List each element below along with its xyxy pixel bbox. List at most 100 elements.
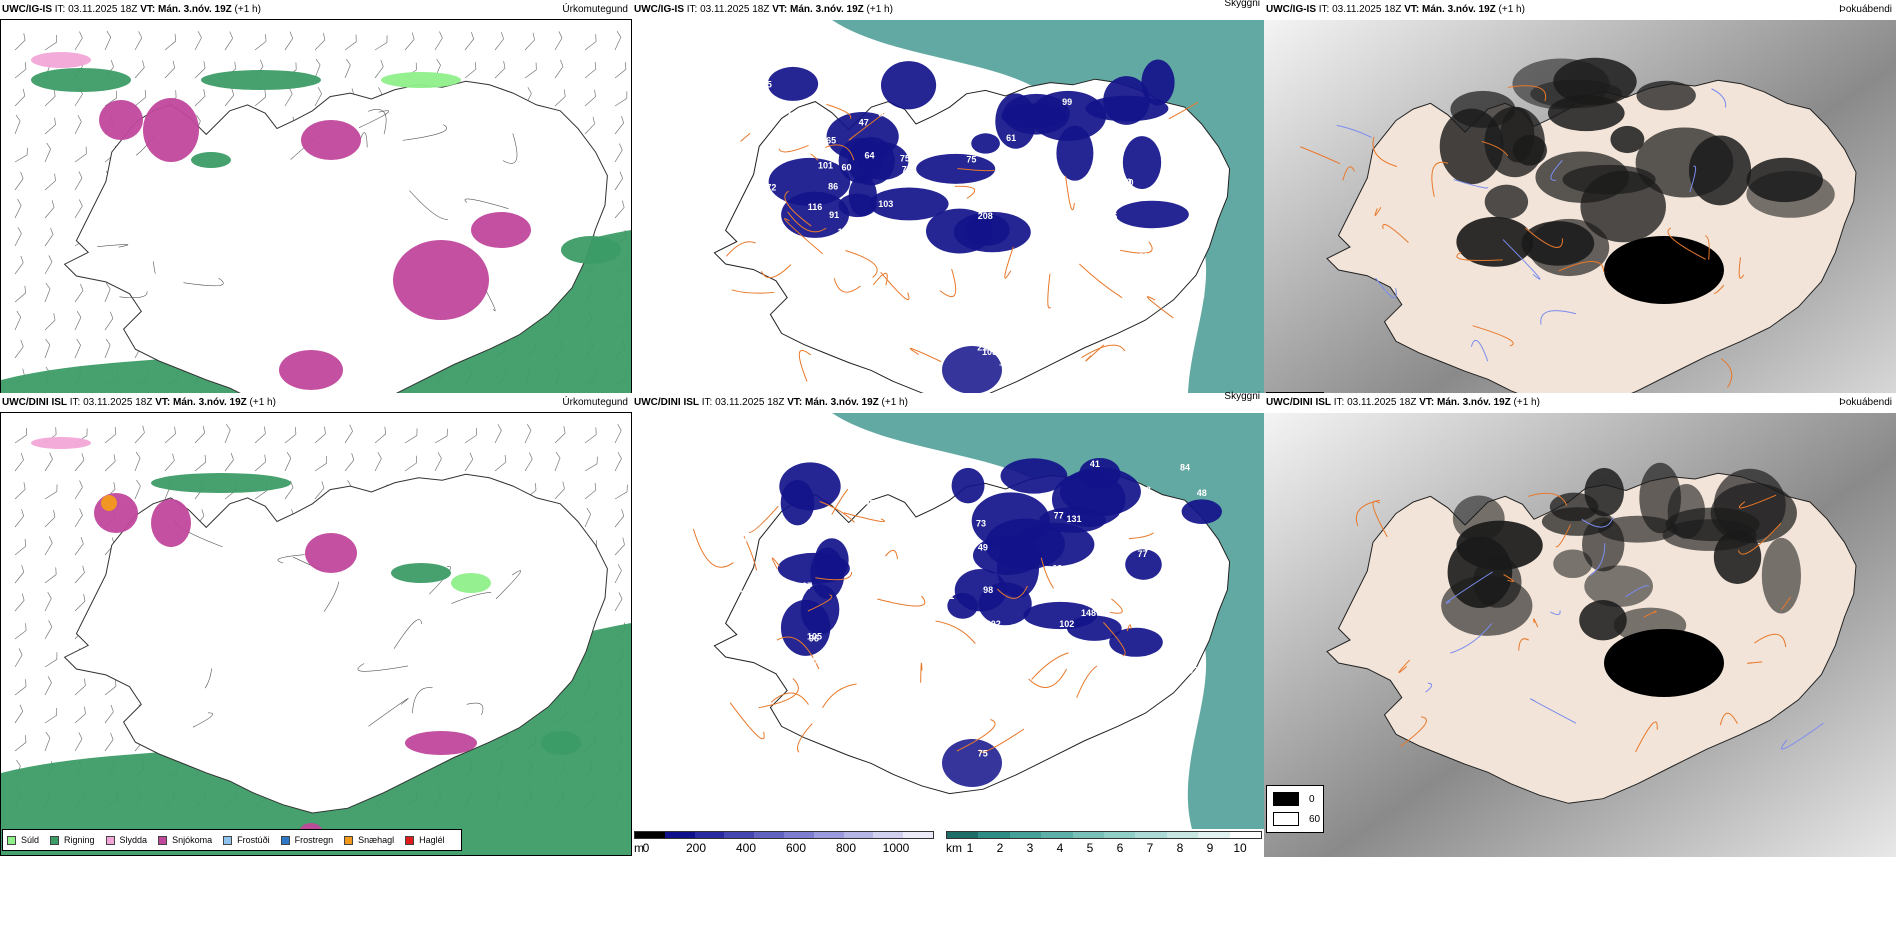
cloud-height-label: 102 xyxy=(1059,619,1074,629)
cloud-height-label: 175 xyxy=(1143,347,1158,357)
cloud-height-label: 95 xyxy=(864,496,874,506)
fog-map[interactable] xyxy=(1264,20,1896,464)
cloud-height-label: 182 xyxy=(1081,281,1096,291)
cloud-height-label: 61 xyxy=(1006,133,1016,143)
cloud-height-label: 184 xyxy=(1032,693,1047,703)
cloud-height-label: 382 xyxy=(1043,320,1058,330)
cloud-height-label: 91 xyxy=(829,210,839,220)
fog-panel: UWC/IG-IS IT: 03.11.2025 18Z VT: Mán. 3.… xyxy=(1264,0,1900,470)
vt-label: VT: xyxy=(1419,397,1435,408)
cloud-height-label: 12 xyxy=(1129,271,1139,281)
visibility-colorbar: km 1 2 3 4 5 6 7 8 9 10 xyxy=(946,827,1262,861)
cloud-height-label: 105 xyxy=(982,347,997,357)
model-name: UWC/IG-IS xyxy=(2,4,52,15)
cloud-height-label: 88 xyxy=(1131,609,1141,619)
vt-value: Mán. 3.nóv. 19Z xyxy=(790,4,864,15)
cloud-height-label: 96 xyxy=(751,119,761,129)
cloud-height-label: 80 xyxy=(827,530,837,540)
cloud-height-label: 85 xyxy=(779,356,789,366)
panel-header: UWC/DINI ISL IT: 03.11.2025 18Z VT: Mán.… xyxy=(1266,397,1540,408)
cloud-height-label: 53 xyxy=(1144,543,1154,553)
fog-legend-light: 60 xyxy=(1273,812,1320,826)
cloud-height-label: 60 xyxy=(1157,658,1167,668)
cloud-height-label: 95 xyxy=(1175,353,1185,363)
cloud-height-label: 50 xyxy=(1122,177,1132,187)
lead-time: (+1 h) xyxy=(249,397,276,408)
cloud-height-label: 161 xyxy=(1118,512,1133,522)
cloud-height-label: 84 xyxy=(1009,360,1019,370)
fog-light-swatch xyxy=(1273,812,1299,826)
cloud-height-label: 116 xyxy=(808,202,823,212)
cloud-height-label: 138 xyxy=(1189,597,1204,607)
legend-label: Frostregn xyxy=(294,835,334,845)
cloud-height-label: 63 xyxy=(877,504,887,514)
legend-item: Haglél xyxy=(405,835,445,845)
cloud-height-label: 75 xyxy=(966,155,976,165)
fog-map[interactable] xyxy=(1264,413,1896,857)
cloud-height-label: 73 xyxy=(976,519,986,529)
panel-type-label: Skyggni xyxy=(1224,391,1260,402)
cloud-height-label: 53 xyxy=(774,128,784,138)
legend-swatch xyxy=(280,835,290,845)
precip-map[interactable] xyxy=(0,412,632,856)
visibility-tick: 10 xyxy=(1233,841,1247,855)
cloud-height-label: 83 xyxy=(1029,336,1039,346)
lead-time: (+1 h) xyxy=(881,397,908,408)
legend-label: Haglél xyxy=(419,835,445,845)
it-value: 03.11.2025 18Z xyxy=(715,397,785,408)
panel-type-label: Úrkomutegund xyxy=(562,4,628,15)
cloud-map[interactable]: 372 382 105 113 175 163 84 188 116 162 48 65 50 57 53 1… xyxy=(632,20,1264,436)
lead-time: (+1 h) xyxy=(234,4,261,15)
cloud-panel: UWC/IG-IS IT: 03.11.2025 18Z VT: Mán. 3.… xyxy=(632,0,1264,470)
it-label: IT: xyxy=(686,4,698,15)
panel-type-label: Þokuábendi xyxy=(1839,4,1892,15)
visibility-tick: 2 xyxy=(996,841,1004,855)
it-value: 03.11.2025 18Z xyxy=(700,4,770,15)
vt-label: VT: xyxy=(1404,4,1420,15)
cloud-height-label: 148 xyxy=(1081,608,1096,618)
cloud-height-label: 188 xyxy=(872,305,887,315)
legend-item: Slydda xyxy=(105,835,147,845)
visibility-tick: 3 xyxy=(1026,841,1034,855)
cloud-height-label: 64 xyxy=(865,150,875,160)
cloud-height-label: 77 xyxy=(1054,510,1064,520)
legend-item: Rigning xyxy=(50,835,95,845)
cloud-height-label: 55 xyxy=(1107,212,1117,222)
cloud-height-label: 162 xyxy=(999,357,1014,367)
cloud-height-label: 49 xyxy=(978,542,988,552)
model-name: UWC/IG-IS xyxy=(1266,4,1316,15)
cloud-height-label: 101 xyxy=(818,160,833,170)
it-value: 03.11.2025 18Z xyxy=(68,4,138,15)
legend-label: Snjókoma xyxy=(172,835,213,845)
cloud-height-label: 247 xyxy=(1090,227,1105,237)
cloud-height-label: 84 xyxy=(767,235,777,245)
cloud-height-label: 114 xyxy=(1087,208,1102,218)
cloud-height-label: 115 xyxy=(1058,692,1073,702)
it-label: IT: xyxy=(701,397,713,408)
cloud-height-label: 68 xyxy=(814,336,824,346)
vt-value: Mán. 3.nóv. 19Z xyxy=(173,397,247,408)
legend-item: Snjókoma xyxy=(158,835,212,845)
cloud-height-label: 82 xyxy=(1087,559,1097,569)
cloud-panel: UWC/DINI ISL IT: 03.11.2025 18Z VT: Mán.… xyxy=(632,391,1264,863)
legend-swatch xyxy=(405,835,415,845)
cloud-height-label: 115 xyxy=(757,80,772,90)
model-name: UWC/DINI ISL xyxy=(1266,397,1331,408)
cloud-height-label: 55 xyxy=(1197,208,1207,218)
cloud-height-label: 65 xyxy=(897,250,907,260)
cloud-map[interactable]: 77 95 115 50 52 86 115 193 44 41 53 54 58 50 67 53 135 73… xyxy=(632,413,1264,829)
vt-value: Mán. 3.nóv. 19Z xyxy=(1437,397,1511,408)
cloud-height-label: 52 xyxy=(1132,749,1142,759)
cloud-height-label: 103 xyxy=(878,199,893,209)
elevation-unit: m xyxy=(634,841,644,855)
elevation-tick: 0 xyxy=(642,841,650,855)
cloud-height-label: 63 xyxy=(1052,563,1062,573)
it-label: IT: xyxy=(1333,397,1345,408)
cloud-height-label: 52 xyxy=(905,552,915,562)
cloud-height-label: 123 xyxy=(900,264,915,274)
legend-item: Frostregn xyxy=(280,835,334,845)
cloud-height-label: 135 xyxy=(740,589,755,599)
elevation-tick: 400 xyxy=(735,841,757,855)
it-label: IT: xyxy=(1318,4,1330,15)
cloud-height-label: 107 xyxy=(905,573,920,583)
